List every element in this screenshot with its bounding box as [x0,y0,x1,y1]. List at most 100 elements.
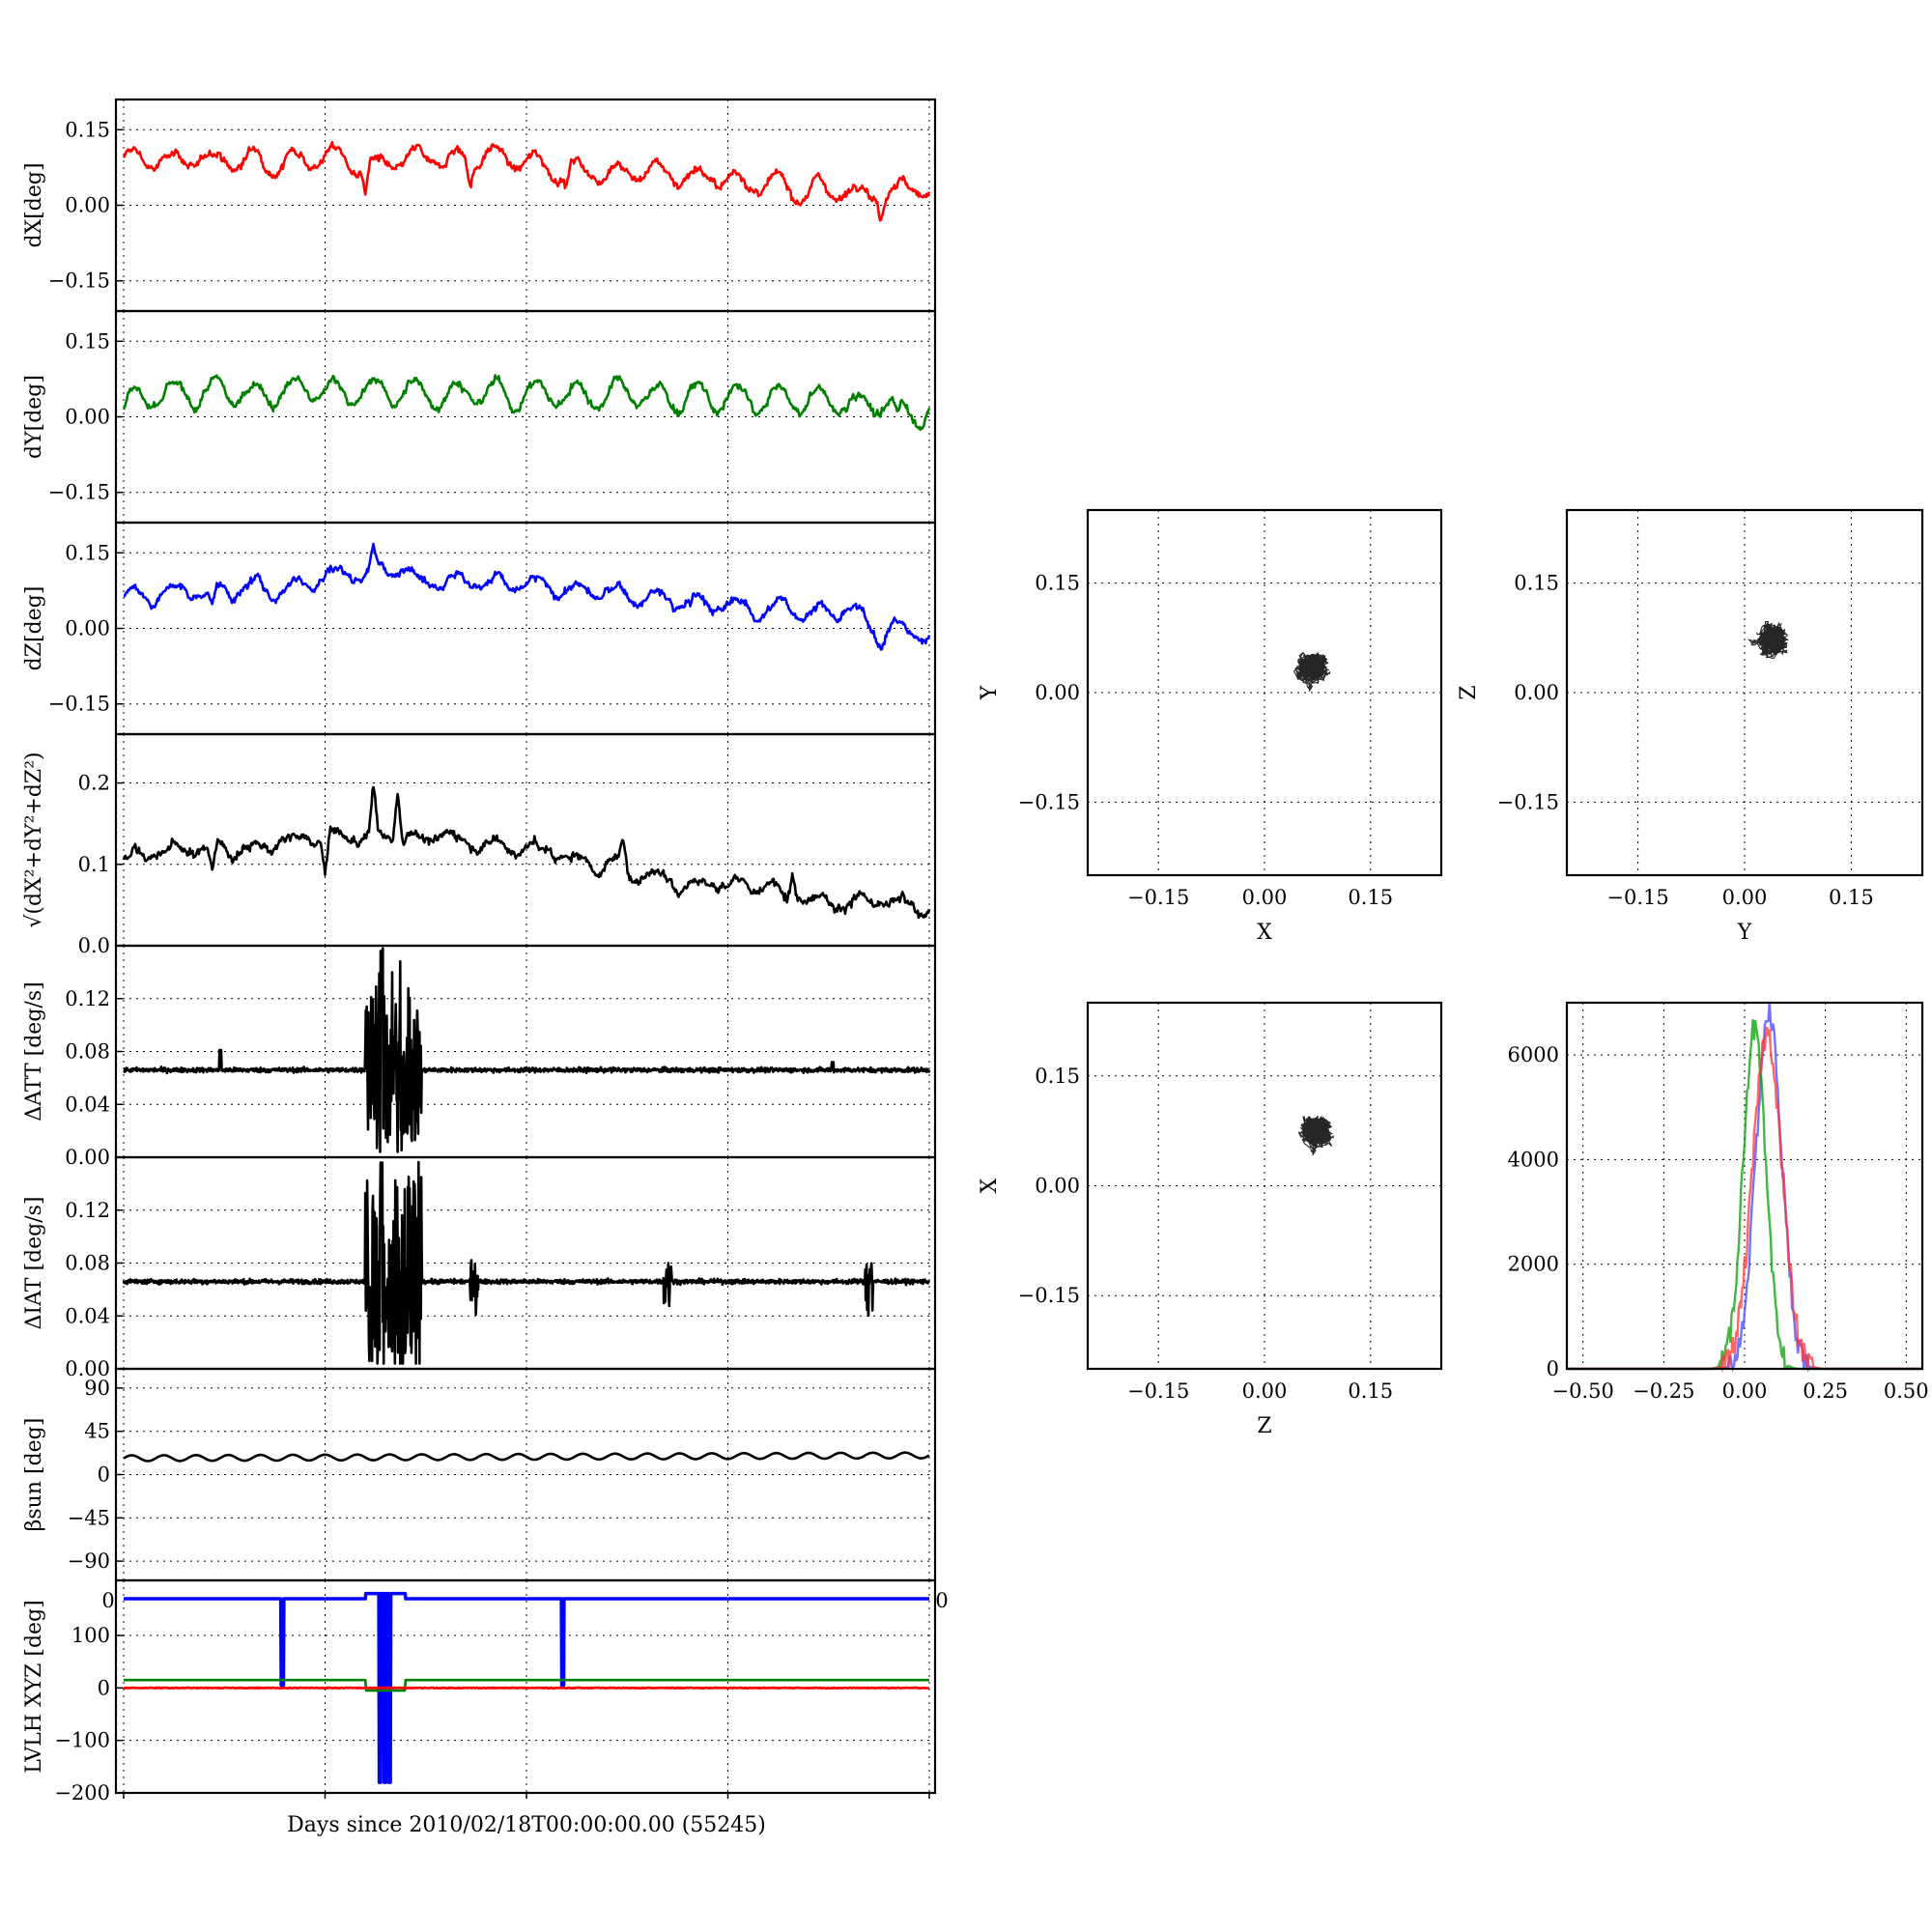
ylabel-lvlh: LVLH XYZ [deg] [22,1600,46,1774]
ytick-label: 0.12 [65,987,110,1010]
series-line-lvlh-0 [122,1591,931,1784]
ytick-label: 0 [98,1463,110,1487]
time-axis-label: Days since 2010/02/18T00:00:00.00 (55245… [287,1813,766,1837]
panel-datt: 0.12 0.08 0.04 0.00 ΔATT [deg/s] [22,944,937,1169]
xtick-label: 0.50 [1884,1379,1929,1403]
lvlh-xtick-right: 0 [935,1589,948,1612]
xlabel-scatZX: Z [1257,1414,1271,1438]
series-line-lvlh-2 [123,1686,930,1690]
ytick-label: −100 [54,1729,110,1752]
ytick-label: −0.15 [48,693,110,716]
ytick-label: 0.15 [65,329,110,353]
ylabel-diat: ΔIAT [deg/s] [22,1197,46,1330]
ytick-label: 0.12 [65,1199,110,1222]
ytick-label: 0.00 [1035,681,1080,704]
ytick-label: 0.1 [78,853,110,876]
ytick-label: 0 [98,1676,110,1699]
ytick-label: 0.00 [65,1146,110,1169]
ytick-label: −45 [68,1506,110,1529]
ytick-label: 0.08 [65,1252,110,1275]
ytick-label: −90 [68,1549,110,1573]
panel-scatXY: −0.15 −0.15 0.00 0.00 0.15 0.15 X Y [978,508,1443,945]
ytick-label: −0.15 [48,270,110,293]
ytick-label: 0.00 [65,1357,110,1380]
plots-layer: 0.150.00−0.15dX[deg]0.150.00−0.15dY[deg]… [22,98,1929,1804]
xtick-label: −0.50 [1552,1379,1614,1403]
ytick-label: 0.00 [65,617,110,640]
series-line-dZ-0 [123,542,931,651]
panel-lvlh: 100 0 −100 −200 LVLH XYZ [deg] [22,1578,937,1804]
frame-scatYZ [1565,508,1924,877]
ytick-label: 0.15 [1035,572,1080,595]
frame-scatZX [1086,1001,1443,1371]
scatter-trace-scatZX [1297,1115,1334,1156]
ytick-label: 2000 [1508,1253,1559,1276]
ytick-label: 0.15 [1514,572,1559,595]
series-line-mag-0 [122,785,931,920]
xlabel-scatYZ: Y [1737,921,1752,945]
ylabel-dY: dY[deg] [22,375,46,459]
frame-hist [1565,1001,1924,1371]
ytick-label: 0.04 [65,1093,110,1116]
lvlh-xtick-left: 0 [101,1589,114,1612]
panel-scatZX: −0.15 −0.15 0.00 0.00 0.15 0.15 Z X [978,1001,1443,1438]
ytick-label: 0.00 [1514,681,1559,704]
ytick-label: 0.2 [78,772,110,795]
ylabel-mag: √(dX²+dY²+dZ²) [22,752,46,927]
ylabel-scatZX: X [978,1178,1002,1193]
scatter-trace-scatYZ [1747,620,1790,660]
ytick-label: 0.15 [65,541,110,564]
xtick-label: 0.00 [1242,1379,1288,1403]
ytick-label: 0.00 [65,194,110,217]
xtick-label: 0.00 [1242,886,1288,909]
ytick-label: 0.15 [1035,1065,1080,1088]
xtick-label: 0.15 [1348,886,1393,909]
ytick-label: 6000 [1508,1043,1559,1066]
ytick-label: 90 [84,1377,110,1400]
ytick-label: 45 [84,1420,110,1443]
series-line-dY-0 [122,374,931,432]
ytick-label: 0.15 [65,118,110,141]
xtick-label: 0.15 [1348,1379,1393,1403]
xtick-label: −0.15 [1127,886,1189,909]
ylabel-dZ: dZ[deg] [22,586,46,671]
ytick-label: 0.04 [65,1304,110,1327]
xtick-label: 0.15 [1829,886,1874,909]
series-line-dX-0 [122,140,931,222]
ylabel-beta: βsun [deg] [22,1418,46,1532]
panel-hist: −0.50 −0.25 0.00 0.25 0.50 6000 4000 2000 0 [1508,1001,1929,1403]
panel-scatYZ: −0.15 −0.15 0.00 0.00 0.15 0.15 Y Z [1457,508,1924,945]
ytick-label: −0.15 [1018,1284,1080,1307]
scatter-trace-scatXY [1293,651,1331,693]
panel-mag: 0.2 0.1 0.0 √(dX²+dY²+dZ²) [22,732,937,957]
ytick-label: 0.0 [78,934,110,957]
ytick-label: 100 [71,1624,110,1647]
series-line-beta-0 [123,1451,930,1463]
series-line-datt-0 [123,947,931,1153]
ytick-label: −0.15 [48,481,110,504]
ytick-label: 0.08 [65,1040,110,1064]
xtick-label: 0.00 [1722,1379,1768,1403]
frame-scatXY [1086,508,1443,877]
ytick-label: −0.15 [1018,790,1080,813]
frame-lvlh [114,1578,937,1795]
series-line-lvlh-1 [123,1678,930,1692]
panel-diat: 0.12 0.08 0.04 0.00 ΔIAT [deg/s] [22,1155,937,1380]
ylabel-dX: dX[deg] [22,162,46,247]
ylabel-scatXY: Y [978,685,1002,700]
xtick-label: −0.15 [1127,1379,1189,1403]
xtick-label: −0.15 [1606,886,1668,909]
xtick-label: −0.25 [1633,1379,1694,1403]
ytick-label: −200 [54,1781,110,1804]
xtick-label: 0.00 [1722,886,1768,909]
ytick-label: 0 [1547,1357,1559,1380]
frame-mag [114,732,937,948]
xlabel-scatXY: X [1257,921,1272,945]
series-line-diat-0 [122,1160,931,1365]
ylabel-datt: ΔATT [deg/s] [22,981,46,1121]
ytick-label: 0.00 [65,406,110,429]
